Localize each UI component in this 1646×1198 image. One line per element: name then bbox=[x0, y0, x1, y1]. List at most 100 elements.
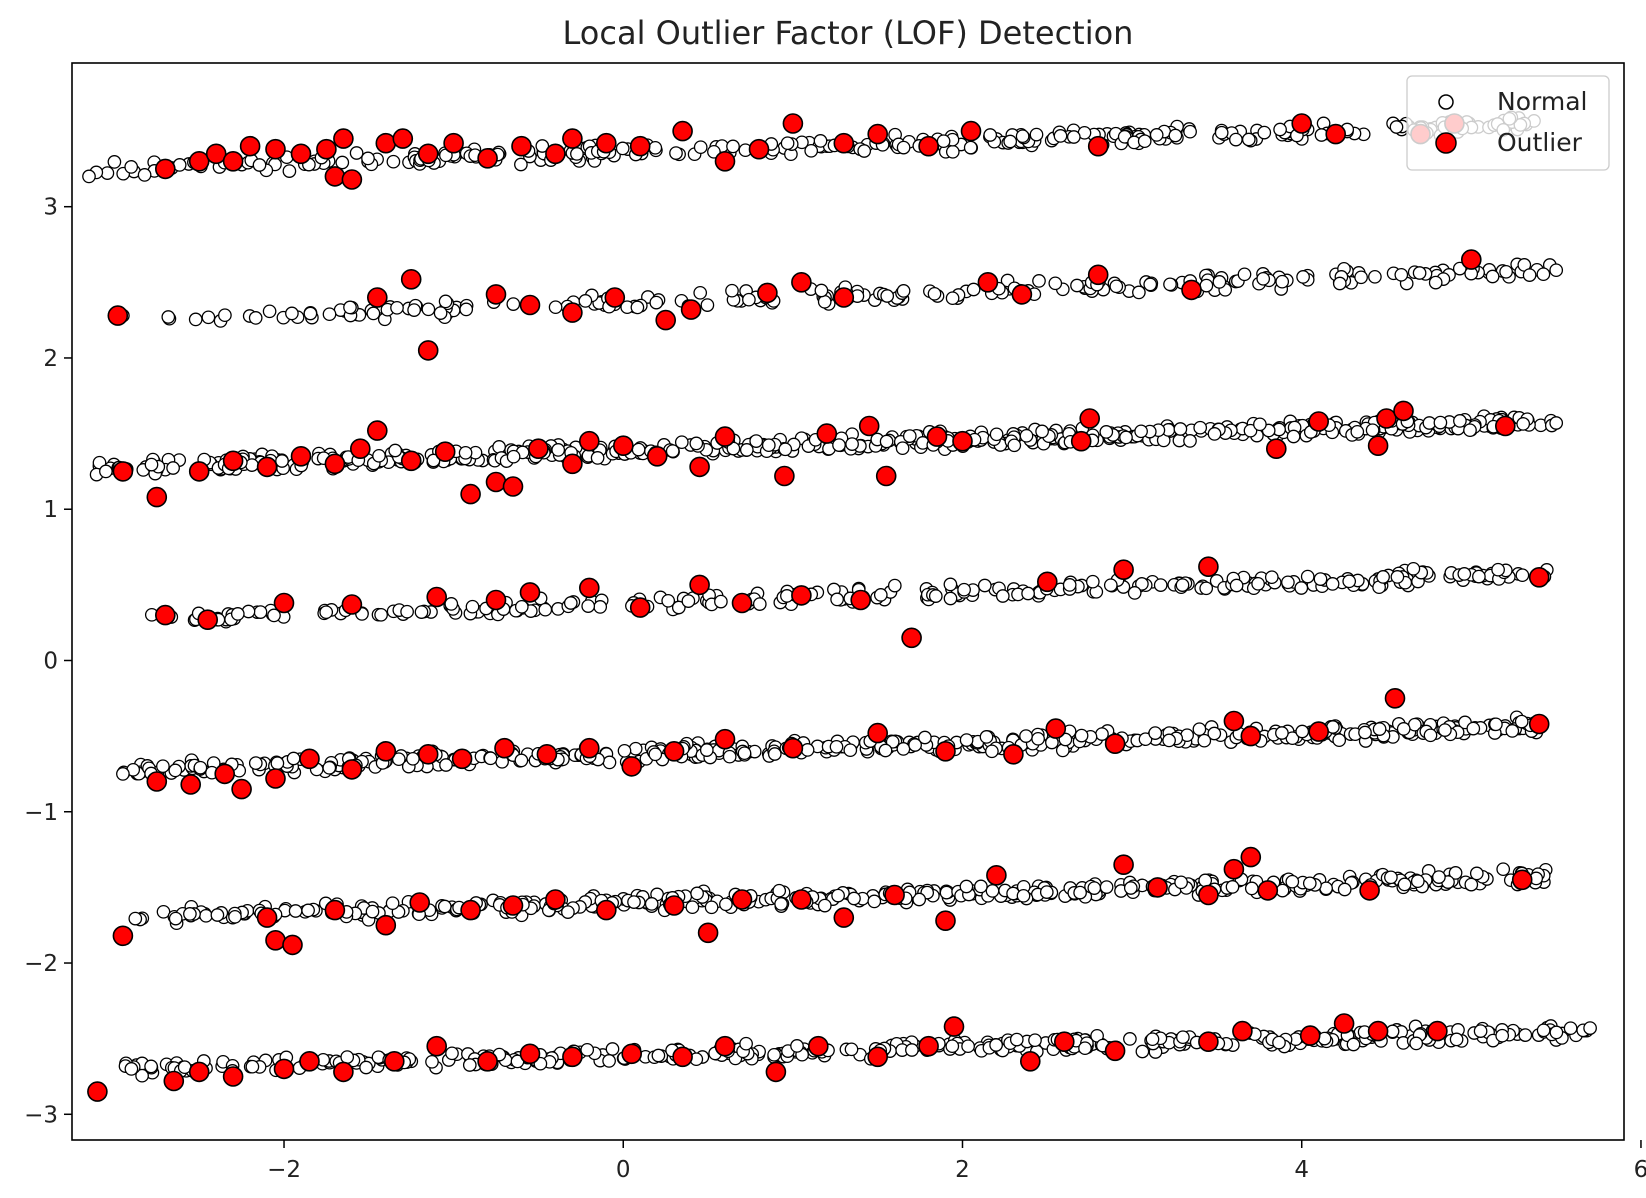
normal-point bbox=[514, 157, 528, 172]
normal-point bbox=[322, 760, 337, 775]
normal-point bbox=[303, 306, 318, 321]
normal-point bbox=[1466, 721, 1481, 736]
normal-point bbox=[1207, 427, 1222, 441]
outlier-point bbox=[731, 592, 753, 614]
normal-point bbox=[963, 140, 978, 155]
outlier-point bbox=[1020, 1051, 1041, 1072]
outlier-point bbox=[782, 737, 804, 759]
normal-point bbox=[1174, 875, 1188, 890]
outlier-point bbox=[621, 1043, 643, 1065]
outlier-point bbox=[333, 128, 354, 149]
outlier-point bbox=[112, 461, 134, 482]
normal-point bbox=[895, 441, 910, 456]
normal-point bbox=[936, 134, 951, 149]
outlier-point bbox=[375, 132, 397, 154]
outlier-point bbox=[324, 453, 346, 475]
normal-point bbox=[1516, 417, 1531, 431]
normal-point bbox=[144, 1059, 158, 1074]
outlier-point bbox=[324, 166, 346, 187]
normal-point bbox=[648, 140, 663, 155]
normal-point bbox=[1505, 724, 1520, 738]
normal-point bbox=[1070, 278, 1084, 293]
outlier-point bbox=[409, 892, 431, 913]
outlier-point bbox=[265, 768, 286, 789]
normal-point bbox=[506, 297, 521, 311]
normal-point bbox=[902, 429, 917, 443]
outlier-point bbox=[451, 748, 473, 770]
outlier-point bbox=[214, 763, 235, 785]
normal-point bbox=[959, 879, 974, 894]
normal-point bbox=[896, 140, 911, 155]
outlier-point bbox=[256, 456, 278, 478]
normal-point bbox=[1035, 424, 1049, 439]
legend-outlier-label: Outlier bbox=[1497, 128, 1583, 157]
normal-point bbox=[282, 164, 297, 178]
x-tick-label: 0 bbox=[616, 1157, 631, 1183]
normal-point bbox=[1197, 733, 1212, 748]
outlier-point bbox=[1181, 279, 1202, 301]
normal-point bbox=[1066, 130, 1081, 144]
outlier-point bbox=[714, 728, 736, 750]
normal-point bbox=[725, 283, 739, 298]
outlier-point bbox=[366, 287, 388, 308]
outlier-point bbox=[1393, 400, 1414, 422]
normal-point bbox=[1007, 438, 1022, 453]
normal-point bbox=[830, 592, 844, 607]
normal-point bbox=[829, 739, 844, 754]
normal-point bbox=[1549, 1025, 1564, 1040]
normal-point bbox=[1275, 726, 1289, 740]
normal-point bbox=[1003, 134, 1018, 149]
outlier-point bbox=[400, 450, 422, 472]
outlier-point bbox=[943, 1016, 965, 1037]
normal-point bbox=[361, 151, 375, 166]
normal-point bbox=[374, 607, 388, 622]
outlier-point bbox=[791, 889, 812, 910]
normal-point bbox=[918, 730, 932, 745]
normal-point bbox=[1062, 578, 1077, 592]
normal-point bbox=[426, 453, 441, 468]
normal-point bbox=[1085, 574, 1100, 589]
axis-ticks: −2 0 2 4 6 −3 −2 −1 0 1 2 3 bbox=[24, 195, 1646, 1183]
normal-point bbox=[1145, 1032, 1160, 1047]
outlier-point bbox=[460, 483, 481, 505]
normal-point bbox=[1281, 575, 1295, 590]
outlier-point bbox=[375, 914, 397, 936]
outlier-point bbox=[562, 1046, 583, 1068]
normal-point bbox=[349, 146, 364, 160]
normal-point bbox=[1396, 722, 1411, 736]
outlier-point bbox=[1367, 1020, 1389, 1042]
outlier-point bbox=[1147, 877, 1168, 898]
outlier-point bbox=[595, 899, 617, 921]
outlier-point bbox=[807, 1035, 829, 1057]
legend-normal-marker bbox=[1438, 94, 1454, 110]
outlier-point bbox=[341, 169, 363, 190]
normal-point bbox=[989, 427, 1004, 442]
normal-point bbox=[1143, 277, 1158, 292]
normal-point bbox=[742, 292, 756, 307]
outlier-point bbox=[1367, 435, 1389, 457]
normal-point bbox=[1549, 416, 1564, 430]
normal-point bbox=[896, 284, 911, 298]
normal-point bbox=[995, 589, 1010, 603]
normal-point bbox=[1448, 866, 1463, 880]
y-tick-label: −1 bbox=[24, 800, 58, 826]
normal-point bbox=[739, 443, 754, 457]
normal-point bbox=[628, 741, 643, 756]
normal-point bbox=[1244, 881, 1259, 896]
normal-point bbox=[1272, 1035, 1286, 1050]
normal-point bbox=[1229, 132, 1243, 147]
outlier-point bbox=[867, 1046, 889, 1068]
outlier-point bbox=[265, 138, 286, 160]
normal-point bbox=[1019, 729, 1033, 743]
outlier-point bbox=[765, 1061, 787, 1083]
outlier-point bbox=[256, 907, 278, 928]
outlier-point bbox=[901, 627, 922, 649]
normal-point bbox=[458, 445, 473, 460]
normal-point bbox=[1016, 888, 1031, 903]
normal-point bbox=[286, 751, 301, 766]
normal-point bbox=[1337, 882, 1352, 897]
normal-point bbox=[983, 128, 998, 142]
outlier-point bbox=[528, 438, 549, 460]
outlier-point bbox=[519, 1043, 541, 1065]
normal-point bbox=[674, 435, 689, 450]
